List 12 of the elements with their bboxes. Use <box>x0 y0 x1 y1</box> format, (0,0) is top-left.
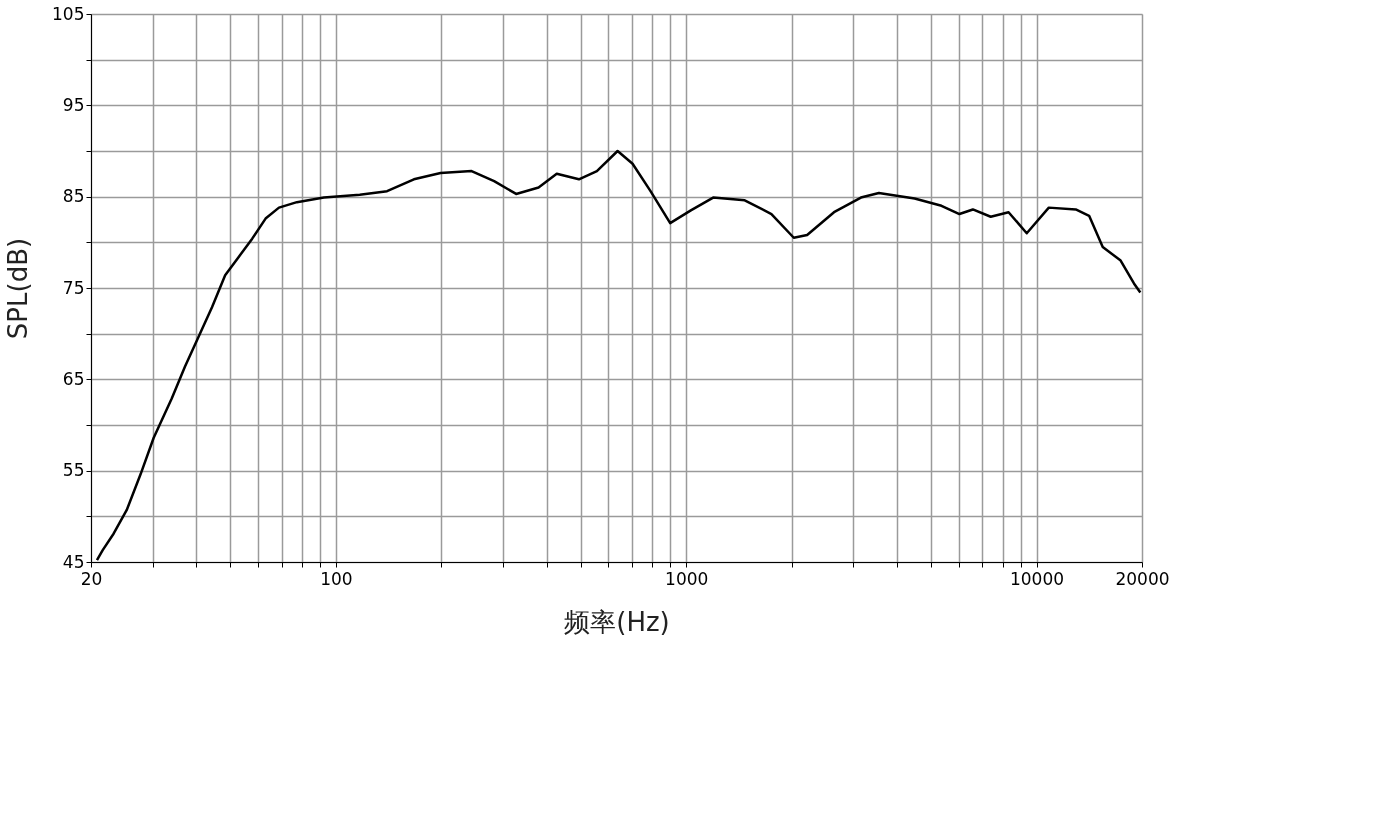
y-tick-label: 105 <box>52 3 85 24</box>
y-tick-label: 75 <box>62 277 85 298</box>
x-axis-title: 频率(Hz) <box>564 606 670 637</box>
y-tick-label: 85 <box>62 186 85 207</box>
x-tick-label: 20000 <box>1115 568 1170 589</box>
x-tick-label: 10000 <box>1009 568 1065 589</box>
y-tick-label: 55 <box>62 460 85 481</box>
y-tick-label: 95 <box>62 94 85 115</box>
y-tick-label: 65 <box>62 368 85 389</box>
x-tick-label: 100 <box>320 568 353 589</box>
y-axis-title: SPL(dB) <box>3 237 34 340</box>
x-tick-label: 1000 <box>665 568 709 589</box>
